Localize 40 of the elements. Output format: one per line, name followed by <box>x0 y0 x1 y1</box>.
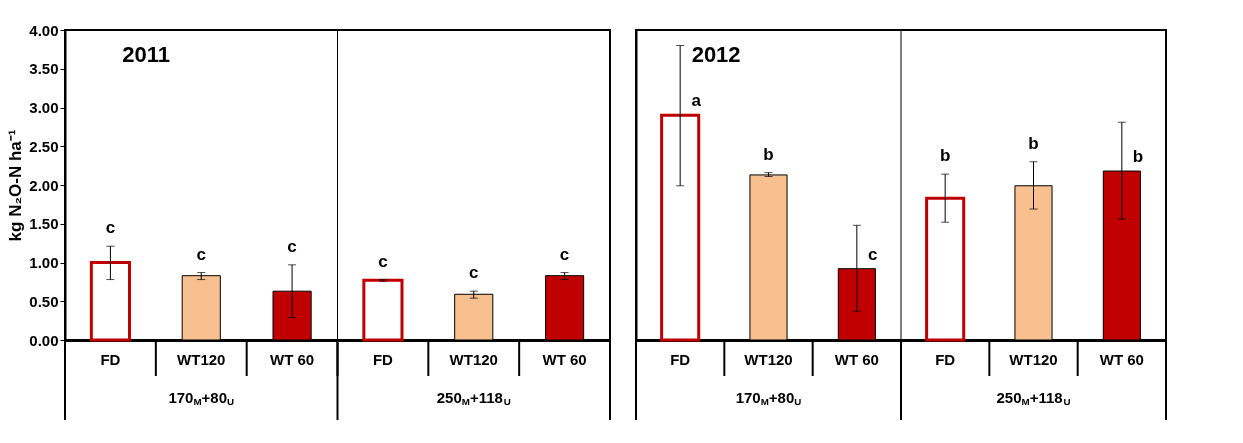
data-label: c <box>559 244 570 264</box>
x-tick-label: WT 60 <box>269 350 315 368</box>
bar <box>925 196 966 342</box>
data-label: b <box>1132 147 1144 167</box>
bar <box>660 113 701 342</box>
data-label: c <box>196 244 206 264</box>
data-label: b <box>939 146 951 166</box>
data-label: c <box>105 218 116 238</box>
y-tick-label: 3.00 <box>29 99 59 116</box>
y-tick-label: 0.50 <box>29 292 59 310</box>
y-tick-label: 0.00 <box>29 331 59 349</box>
x-tick-label: WT 60 <box>1099 350 1144 368</box>
x-tick-label: FD <box>935 350 956 368</box>
x-tick-label: WT120 <box>1009 350 1058 368</box>
data-label: c <box>287 236 297 256</box>
text: 2012 <box>691 42 741 67</box>
x-tick-label: FD <box>100 350 121 368</box>
y-tick-label: 2.50 <box>29 137 59 155</box>
x-tick-label: FD <box>670 350 691 368</box>
y-axis-title: kg N₂O-N ha⁻¹ <box>6 129 26 242</box>
data-label: b <box>1028 133 1039 153</box>
x-tick-label: WT 60 <box>542 350 587 368</box>
y-tick-label: 2.00 <box>29 176 59 194</box>
y-tick-label: 4.00 <box>29 21 59 39</box>
data-label: b <box>763 144 774 164</box>
x-tick-label: WT120 <box>744 350 793 368</box>
y-tick-label: 1.50 <box>29 215 59 233</box>
x-tick-label: WT 60 <box>834 350 879 368</box>
y-tick-label: 3.50 <box>29 60 59 78</box>
data-label: c <box>469 263 479 283</box>
bar <box>89 261 131 342</box>
text: 2011 <box>122 42 170 67</box>
x-tick-label: FD <box>372 350 394 368</box>
x-tick-label: WT120 <box>449 350 498 368</box>
data-label: c <box>378 251 388 271</box>
bar <box>362 278 404 342</box>
data-label: a <box>691 91 702 111</box>
data-label: c <box>868 244 878 264</box>
y-tick-label: 1.00 <box>29 254 59 271</box>
x-tick-label: WT120 <box>177 350 226 368</box>
